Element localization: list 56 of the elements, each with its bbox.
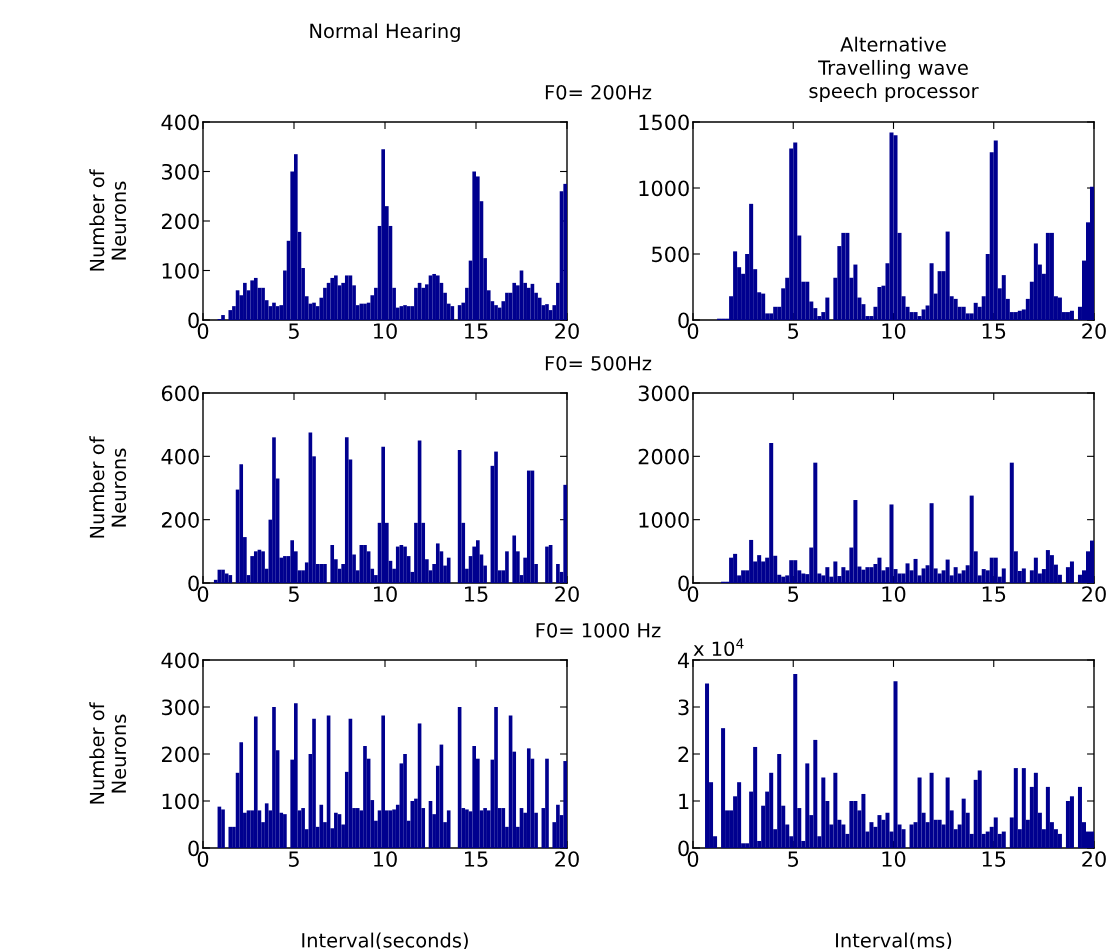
x-tick-label: 20 — [1082, 851, 1106, 867]
y-tick-label: 400 — [161, 652, 199, 669]
chart-title: Normal Hearing — [310, 23, 460, 42]
y-tick-label: 600 — [161, 385, 199, 402]
chart-title: Alternative Travelling wave speech processor — [809, 36, 979, 102]
x-tick-label: 10 — [882, 323, 906, 339]
x-tick-label: 15 — [982, 851, 1006, 867]
chart-subtitle: F0= 500Hz — [545, 355, 652, 371]
y-tick-label: 3000 — [638, 385, 689, 402]
y-tick-label: 500 — [652, 246, 689, 263]
y-tick-label: 400 — [161, 114, 199, 131]
x-tick-label: 10 — [374, 586, 397, 602]
x-tick-label: 10 — [882, 586, 906, 602]
x-tick-label: 15 — [465, 851, 488, 867]
y-tick-label: 1500 — [639, 114, 689, 131]
y-axis-title: Number of Neurons — [89, 169, 127, 271]
x-tick-label: 15 — [982, 323, 1006, 339]
y-tick-label: 3 — [678, 699, 689, 716]
text: x 10$^{4}$ — [693, 638, 744, 657]
x-tick-label: 15 — [465, 323, 488, 339]
x-tick-label: 5 — [288, 323, 299, 339]
x-tick-label: 5 — [288, 851, 299, 867]
y-tick-label: 2 — [678, 746, 689, 762]
x-axis-title: Interval(ms) — [836, 932, 952, 949]
x-tick-label: 20 — [1082, 323, 1106, 339]
y-tick-label: 1000 — [639, 512, 689, 528]
x-tick-label: 10 — [882, 851, 906, 867]
x-tick-label: 20 — [555, 851, 579, 867]
x-tick-label: 5 — [788, 323, 799, 339]
x-tick-label: 20 — [555, 586, 579, 602]
y-tick-label: 200 — [161, 512, 199, 528]
y-tick-label: 300 — [162, 699, 199, 716]
x-tick-label: 10 — [374, 851, 397, 867]
y-tick-label: 2000 — [638, 448, 689, 465]
chart-subtitle: F0= 200Hz — [545, 84, 652, 100]
x-tick-label: 5 — [288, 586, 299, 602]
chart-subtitle: F0= 1000 Hz — [536, 622, 661, 638]
y-axis-title: Number of Neurons — [89, 702, 127, 804]
x-tick-label: 20 — [1082, 586, 1106, 602]
y-tick-label: 100 — [162, 262, 199, 279]
x-tick-label: 10 — [374, 323, 397, 339]
x-tick-label: 20 — [555, 323, 579, 339]
x-axis-title: Interval(seconds) — [302, 932, 468, 949]
y-tick-label: 400 — [161, 448, 199, 465]
x-tick-label: 15 — [982, 586, 1006, 602]
y-axis-title: Number of Neurons — [89, 436, 127, 538]
y-tick-label: 300 — [162, 163, 199, 180]
y-tick-label: 200 — [161, 213, 199, 230]
y-tick-label: 200 — [161, 746, 199, 763]
x-tick-label: 5 — [788, 851, 799, 867]
y-tick-label: 1000 — [639, 180, 689, 197]
x-tick-label: 15 — [465, 586, 488, 602]
x-tick-label: 5 — [788, 586, 799, 602]
y-tick-label: 100 — [162, 793, 199, 810]
y-tick-label: 4 — [677, 652, 690, 668]
y-tick-label: 1 — [679, 793, 689, 809]
